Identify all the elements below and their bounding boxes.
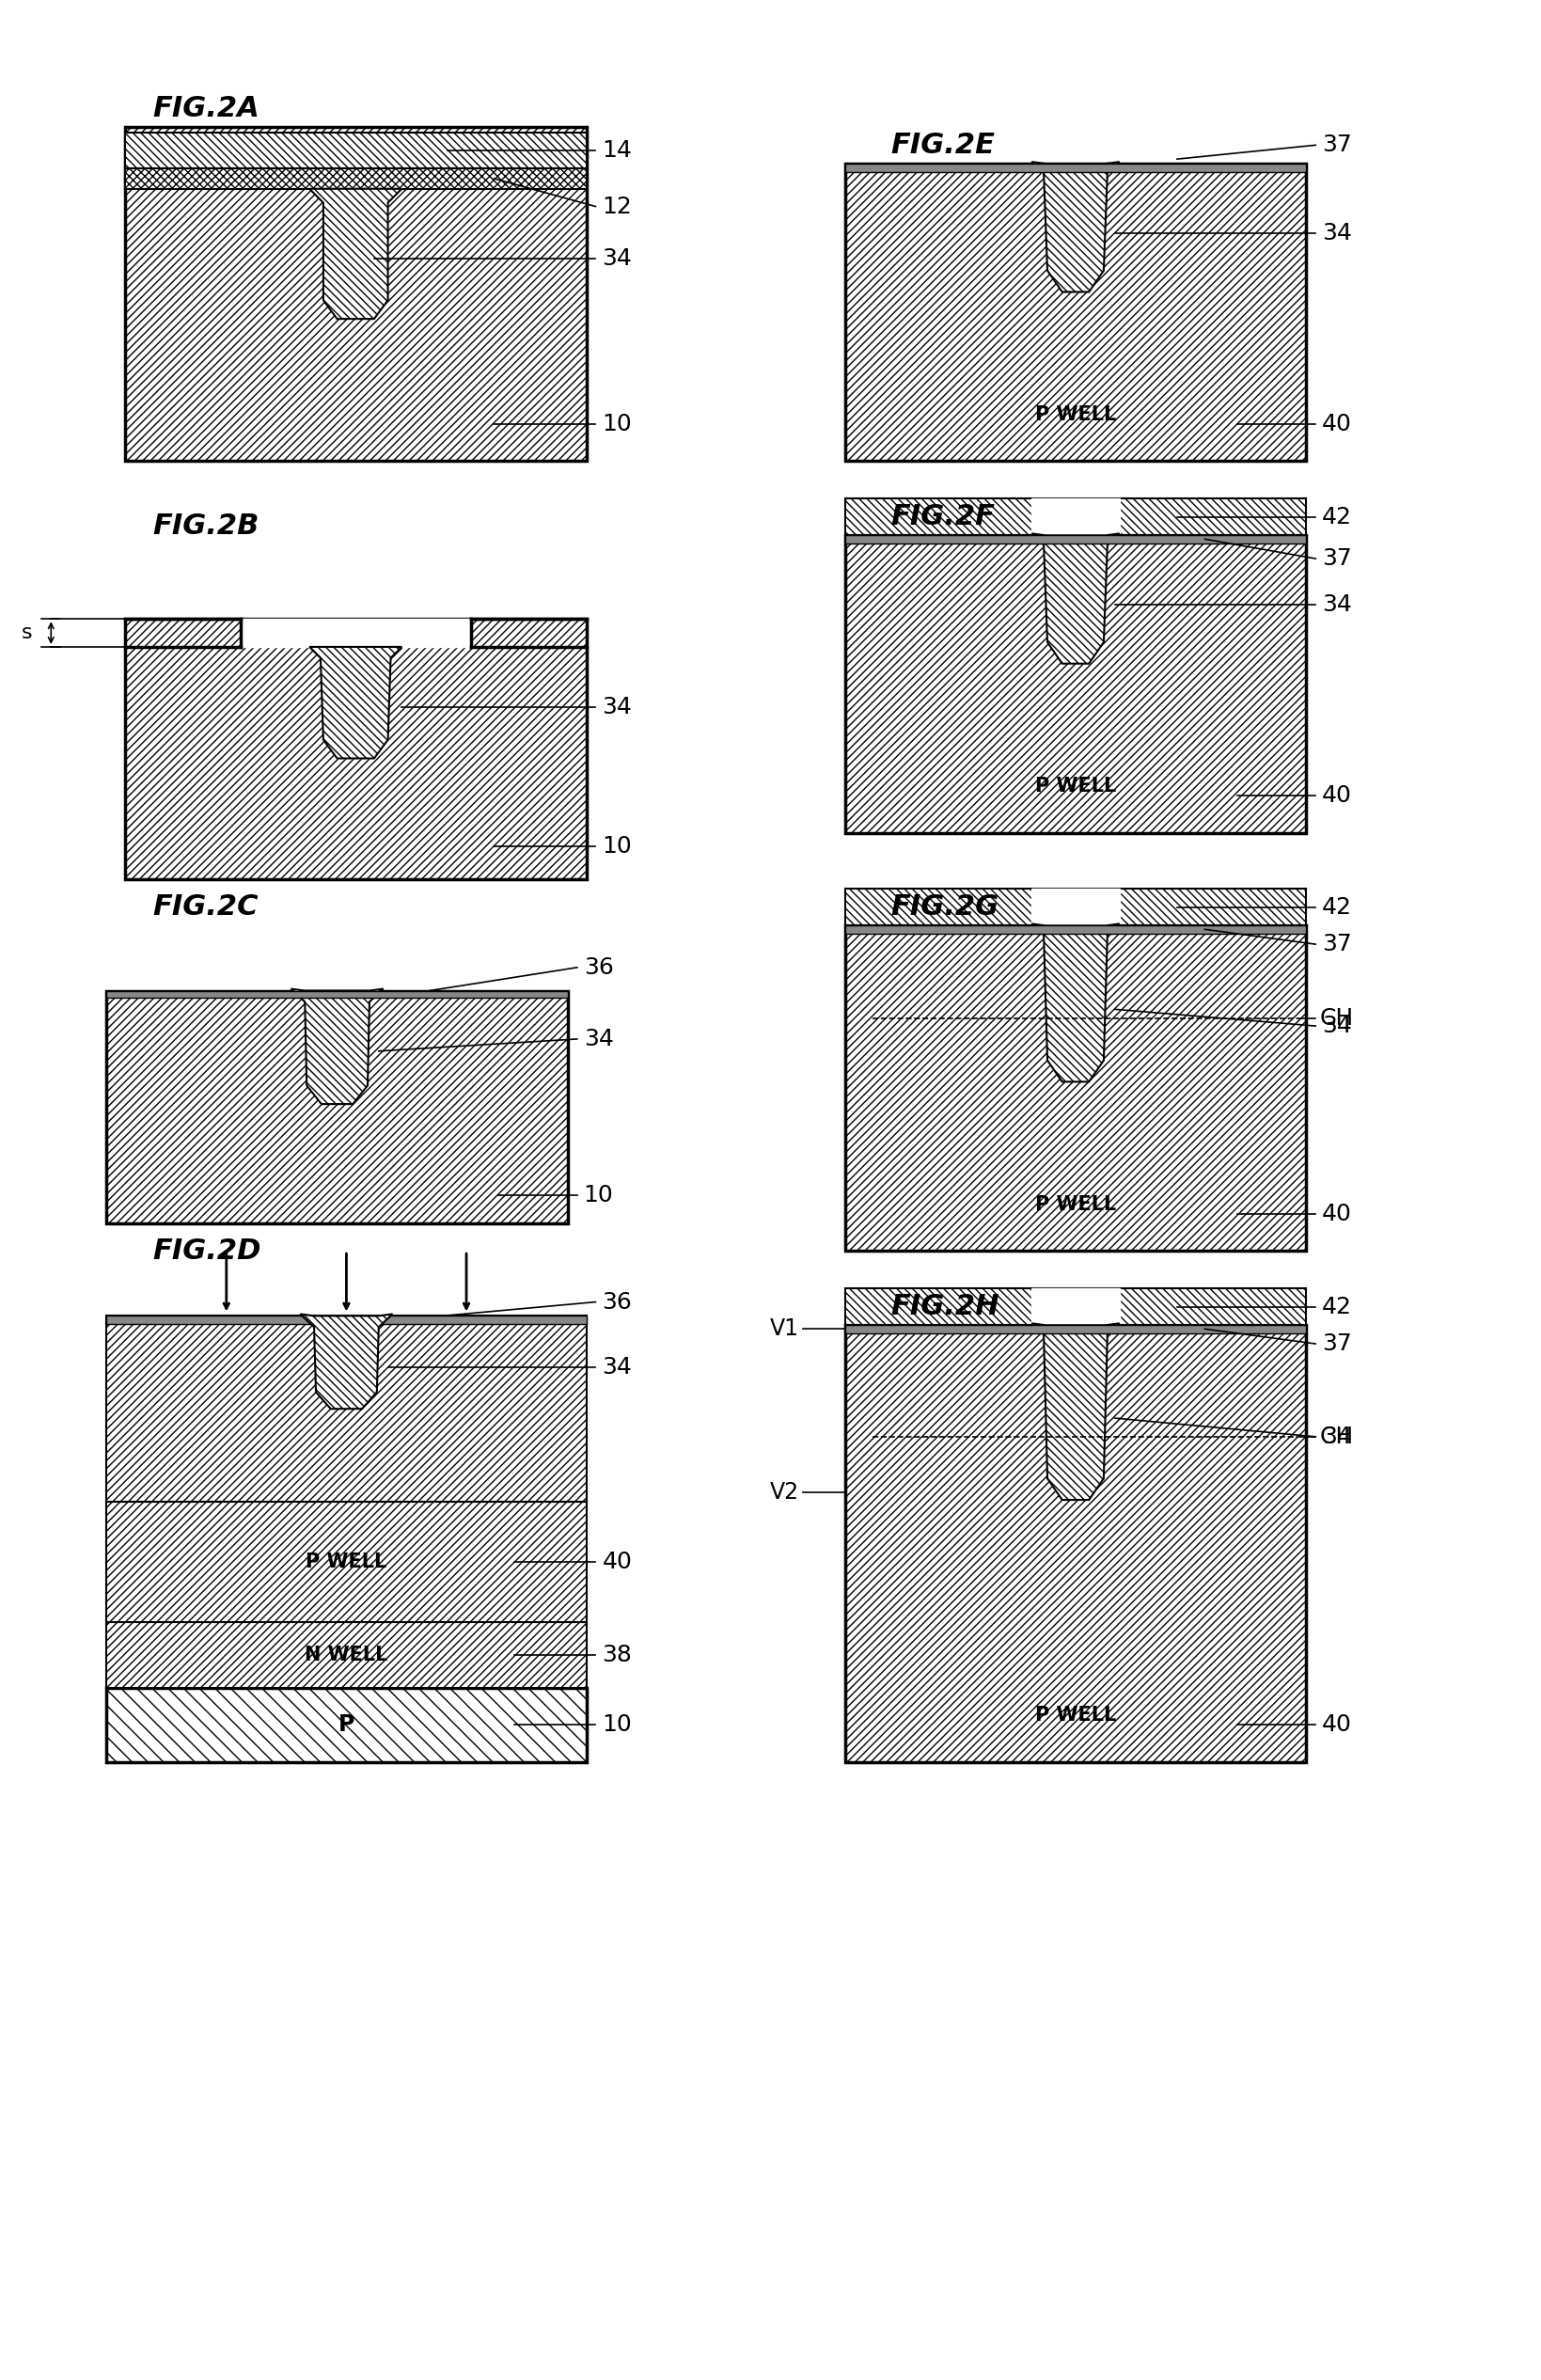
Bar	[844, 164, 1305, 171]
Polygon shape	[310, 647, 402, 759]
Text: FIG.2D: FIG.2D	[153, 1238, 260, 1264]
Text: 37: 37	[1321, 547, 1351, 569]
Text: FIG.2C: FIG.2C	[153, 895, 259, 921]
Text: FIG.2E: FIG.2E	[891, 131, 995, 159]
Text: 14: 14	[601, 140, 632, 162]
Polygon shape	[1031, 162, 1119, 293]
Text: CH: CH	[1319, 1426, 1353, 1447]
Bar	[106, 990, 567, 997]
Bar	[844, 536, 1305, 543]
Bar	[106, 1316, 586, 1323]
Bar	[844, 164, 1305, 462]
Text: FIG.2H: FIG.2H	[891, 1292, 999, 1321]
Bar	[844, 926, 1305, 933]
Polygon shape	[310, 647, 402, 759]
Bar	[106, 1316, 586, 1502]
Polygon shape	[1031, 1323, 1119, 1499]
Text: 34: 34	[601, 248, 632, 269]
Polygon shape	[300, 1314, 393, 1409]
Text: 12: 12	[601, 195, 632, 217]
Text: N WELL: N WELL	[305, 1645, 388, 1664]
Bar	[106, 990, 567, 1223]
Bar	[844, 888, 1305, 926]
Text: 34: 34	[1321, 1426, 1351, 1447]
Bar	[844, 926, 1305, 1252]
Polygon shape	[1031, 533, 1119, 664]
Text: s: s	[22, 624, 32, 643]
Text: 40: 40	[601, 1552, 632, 1573]
Polygon shape	[1031, 1323, 1119, 1499]
Text: 37: 37	[1321, 1333, 1351, 1354]
Bar	[125, 169, 586, 188]
Polygon shape	[291, 988, 384, 1104]
Text: 40: 40	[1321, 785, 1351, 807]
Text: P: P	[337, 1714, 354, 1735]
Text: 10: 10	[601, 412, 632, 436]
Text: 36: 36	[601, 1290, 632, 1314]
Text: 42: 42	[1321, 505, 1351, 528]
Polygon shape	[1031, 923, 1119, 1083]
Polygon shape	[1031, 533, 1119, 664]
Text: V1: V1	[769, 1319, 798, 1340]
Text: 34: 34	[601, 1357, 632, 1378]
Polygon shape	[310, 188, 402, 319]
Text: 37: 37	[1321, 133, 1351, 157]
Text: P WELL: P WELL	[1034, 405, 1116, 424]
Bar	[844, 1326, 1305, 1761]
Polygon shape	[291, 988, 384, 1104]
Text: 42: 42	[1321, 895, 1351, 919]
Text: 38: 38	[601, 1645, 632, 1666]
Text: P WELL: P WELL	[305, 1552, 387, 1571]
Text: 42: 42	[1321, 1295, 1351, 1319]
Bar	[844, 536, 1305, 833]
Text: CH: CH	[1319, 1007, 1353, 1031]
Text: 37: 37	[1321, 933, 1351, 954]
Text: 10: 10	[601, 835, 632, 857]
Bar	[125, 126, 586, 462]
Text: FIG.2F: FIG.2F	[891, 505, 995, 531]
Text: 36: 36	[582, 957, 613, 978]
Text: P WELL: P WELL	[1034, 1706, 1116, 1725]
Text: 10: 10	[601, 1714, 632, 1735]
Polygon shape	[1031, 497, 1119, 535]
Polygon shape	[310, 188, 402, 319]
Text: 34: 34	[601, 695, 632, 719]
Text: 34: 34	[1321, 593, 1351, 616]
Bar	[106, 1502, 586, 1623]
Polygon shape	[300, 1314, 393, 1409]
Text: FIG.2B: FIG.2B	[153, 512, 259, 540]
Bar	[844, 1288, 1305, 1326]
Polygon shape	[1031, 1288, 1119, 1326]
Text: P WELL: P WELL	[1034, 1195, 1116, 1214]
Bar	[125, 133, 586, 169]
Text: 40: 40	[1321, 1202, 1351, 1226]
Bar	[844, 497, 1305, 535]
Text: 10: 10	[582, 1183, 613, 1207]
Bar	[106, 1623, 586, 1687]
Polygon shape	[1031, 162, 1119, 293]
Text: 40: 40	[1321, 1714, 1351, 1735]
Text: 34: 34	[1321, 1014, 1351, 1038]
Bar	[240, 619, 470, 647]
Text: 34: 34	[1321, 221, 1351, 245]
Text: 34: 34	[582, 1028, 613, 1050]
Text: FIG.2A: FIG.2A	[153, 95, 259, 121]
Bar	[106, 1687, 586, 1761]
Polygon shape	[1031, 923, 1119, 1083]
Text: FIG.2G: FIG.2G	[891, 895, 999, 921]
Bar	[125, 619, 586, 878]
Bar	[844, 1326, 1305, 1333]
Text: 40: 40	[1321, 412, 1351, 436]
Polygon shape	[1031, 888, 1119, 926]
Text: P WELL: P WELL	[1034, 776, 1116, 795]
Text: V2: V2	[769, 1480, 798, 1504]
